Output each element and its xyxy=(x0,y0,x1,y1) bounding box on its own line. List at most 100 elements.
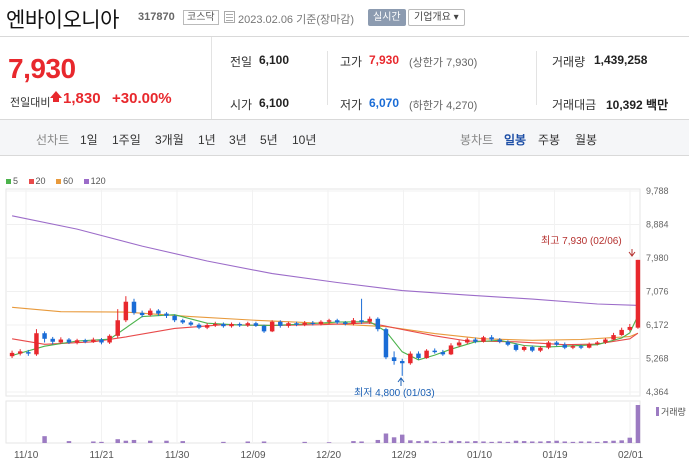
candle-body xyxy=(424,350,429,359)
low-label: 저가 xyxy=(340,98,363,112)
volume-bar xyxy=(570,441,576,443)
high-annotation: 최고 7,930 (02/06) xyxy=(541,235,622,247)
volume-bar xyxy=(221,441,226,443)
volume-bar xyxy=(578,441,584,443)
candle-body xyxy=(294,323,299,325)
volume-bar xyxy=(432,441,437,443)
y-tick-label: 8,884 xyxy=(646,220,669,230)
volume-bar xyxy=(99,441,104,443)
up-arrow-icon xyxy=(50,91,62,98)
calendar-icon xyxy=(224,11,235,23)
period-1y[interactable]: 1년 xyxy=(198,133,216,147)
price-block: 7,930 전일대비 1,830 +30.00% xyxy=(0,37,212,119)
prev-close-label: 전일 xyxy=(230,55,253,69)
candle-body xyxy=(367,318,372,322)
candle-body xyxy=(278,321,283,326)
candle-body xyxy=(611,335,616,340)
candle-body xyxy=(505,341,511,345)
candle-body xyxy=(115,320,120,336)
period-bar: 선차트 1일 1주일 3개월 1년 3년 5년 10년 봉차트 일봉 주봉 월봉 xyxy=(0,120,689,156)
volume-bar xyxy=(530,441,535,443)
volume-bar xyxy=(164,440,169,443)
candle-body xyxy=(91,339,96,342)
y-tick-label: 5,268 xyxy=(646,354,669,364)
candle-body xyxy=(334,320,340,323)
low-arrow-icon xyxy=(397,377,405,386)
realtime-button[interactable]: 실시간 xyxy=(368,9,406,26)
candle-body xyxy=(343,322,348,324)
high-value: 7,930 xyxy=(369,53,400,67)
ma60-line xyxy=(12,306,639,341)
volume-bar xyxy=(424,440,429,443)
candle-body xyxy=(180,320,185,323)
volume-bar xyxy=(326,442,332,443)
volume-bar xyxy=(448,440,454,443)
lower-limit: (하한가 4,270) xyxy=(409,100,478,112)
candle-body xyxy=(432,350,437,353)
ma20-line xyxy=(12,322,639,346)
period-1w[interactable]: 1주일 xyxy=(112,133,141,147)
candle-body xyxy=(465,339,470,343)
period-3y[interactable]: 3년 xyxy=(229,133,247,147)
candle-weekly[interactable]: 주봉 xyxy=(538,133,561,147)
candle-body xyxy=(399,361,405,364)
period-1d[interactable]: 1일 xyxy=(80,133,98,147)
price-change-pct: +30.00% xyxy=(112,90,172,107)
volume-bar xyxy=(611,440,616,443)
candle-body xyxy=(391,357,397,362)
candle-body xyxy=(148,310,153,316)
candle-daily[interactable]: 일봉 xyxy=(504,133,527,147)
candle-body xyxy=(172,315,177,321)
candle-body xyxy=(351,320,356,324)
volume-bar xyxy=(123,440,129,443)
y-tick-label: 4,364 xyxy=(646,387,669,397)
volume-value: 1,439,258 xyxy=(594,53,648,67)
low-annotation: 최저 4,800 (01/03) xyxy=(354,387,435,399)
candle-body xyxy=(562,344,568,348)
ma-legend: 5 20 60 120 xyxy=(6,176,114,186)
candle-body xyxy=(546,342,551,348)
volume-bar xyxy=(66,441,72,443)
candle-body xyxy=(497,339,502,342)
candle-body xyxy=(221,323,226,327)
y-tick-label: 7,980 xyxy=(646,253,669,263)
amount-value: 10,392 백만 xyxy=(606,98,669,112)
volume-bar xyxy=(505,441,511,443)
candle-body xyxy=(603,339,608,343)
candle-body xyxy=(489,337,494,340)
company-info-dropdown[interactable]: 기업개요 ▾ xyxy=(408,9,465,26)
candle-body xyxy=(473,339,478,342)
volume-bar xyxy=(408,440,413,443)
candle-body xyxy=(440,352,446,355)
up-arrow-stem-icon xyxy=(53,97,59,102)
candle-monthly[interactable]: 월봉 xyxy=(575,133,598,147)
candle-body xyxy=(481,337,486,342)
volume-bar xyxy=(375,439,381,443)
x-tick-label: 12/20 xyxy=(316,450,341,461)
candle-body xyxy=(326,320,332,322)
volume-bar xyxy=(131,439,137,443)
x-tick-label: 12/29 xyxy=(392,450,417,461)
candle-body xyxy=(269,321,275,332)
volume-bar xyxy=(521,441,527,443)
volume-bar xyxy=(619,440,624,443)
volume-bar xyxy=(351,441,356,443)
candle-body xyxy=(58,339,64,343)
candle-body xyxy=(123,301,129,321)
candle-body xyxy=(456,342,462,346)
period-10y[interactable]: 10년 xyxy=(292,133,317,147)
upper-limit: (상한가 7,930) xyxy=(409,57,478,69)
candle-body xyxy=(627,326,633,330)
y-tick-label: 9,788 xyxy=(646,186,669,196)
volume-bar xyxy=(359,441,364,443)
period-5y[interactable]: 5년 xyxy=(260,133,278,147)
volume-bar xyxy=(148,440,153,443)
stock-name: 엔바이오니아 xyxy=(6,9,119,32)
volume-bar xyxy=(416,441,421,443)
volume-bar xyxy=(473,441,478,443)
candle-body xyxy=(578,346,584,348)
period-3m[interactable]: 3개월 xyxy=(155,133,184,147)
divider xyxy=(536,51,537,105)
candle-body xyxy=(448,345,454,355)
